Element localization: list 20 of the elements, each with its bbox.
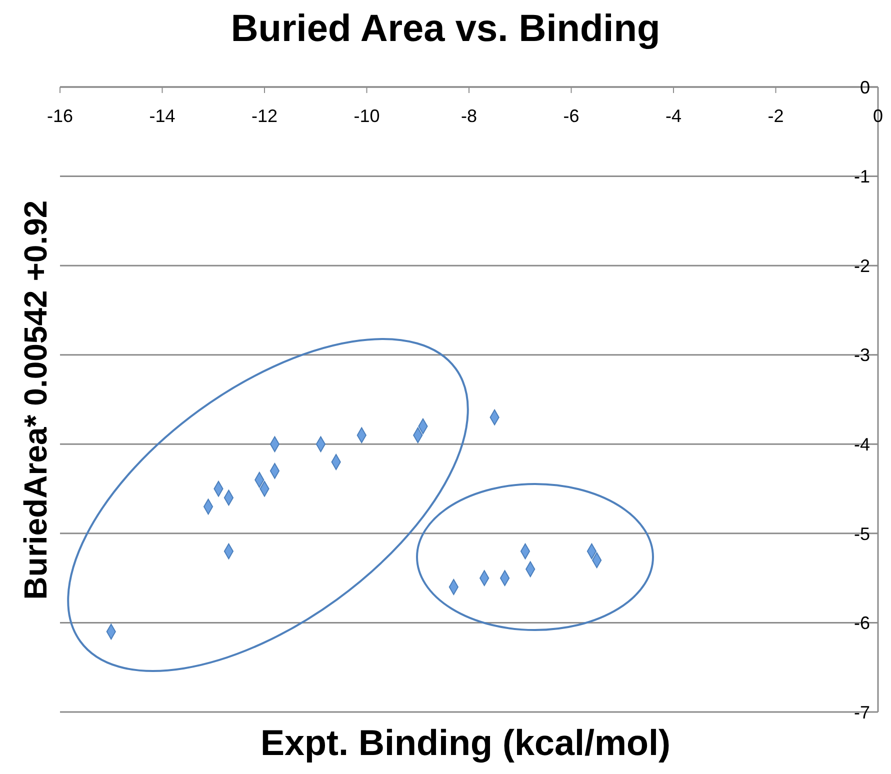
y-tick-label: -6 [854,613,870,634]
y-tick-label: -1 [854,166,870,187]
chart-title: Buried Area vs. Binding [230,8,662,51]
y-tick-label: -7 [854,702,870,722]
x-tick-label: 0 [872,106,884,126]
y-tick-label: -5 [854,524,870,544]
y-tick-label: -2 [854,256,870,276]
y-tick-label: -4 [854,434,870,455]
x-tick-label: -14 [149,106,176,126]
y-tick-label: -3 [854,345,870,366]
x-tick-label: -10 [354,106,380,126]
x-tick-label: -16 [46,106,74,126]
x-tick-label: -6 [563,106,580,126]
y-axis-title: BuriedArea* 0.00542 +0.92 [18,200,54,600]
x-tick-label: -12 [251,106,278,126]
y-tick-label: 0 [860,77,870,98]
x-axis-title: Expt. Binding (kcal/mol) [259,722,672,764]
x-tick-label: -4 [665,106,682,126]
x-tick-label: -8 [460,106,478,126]
x-tick-label: -2 [768,106,784,126]
